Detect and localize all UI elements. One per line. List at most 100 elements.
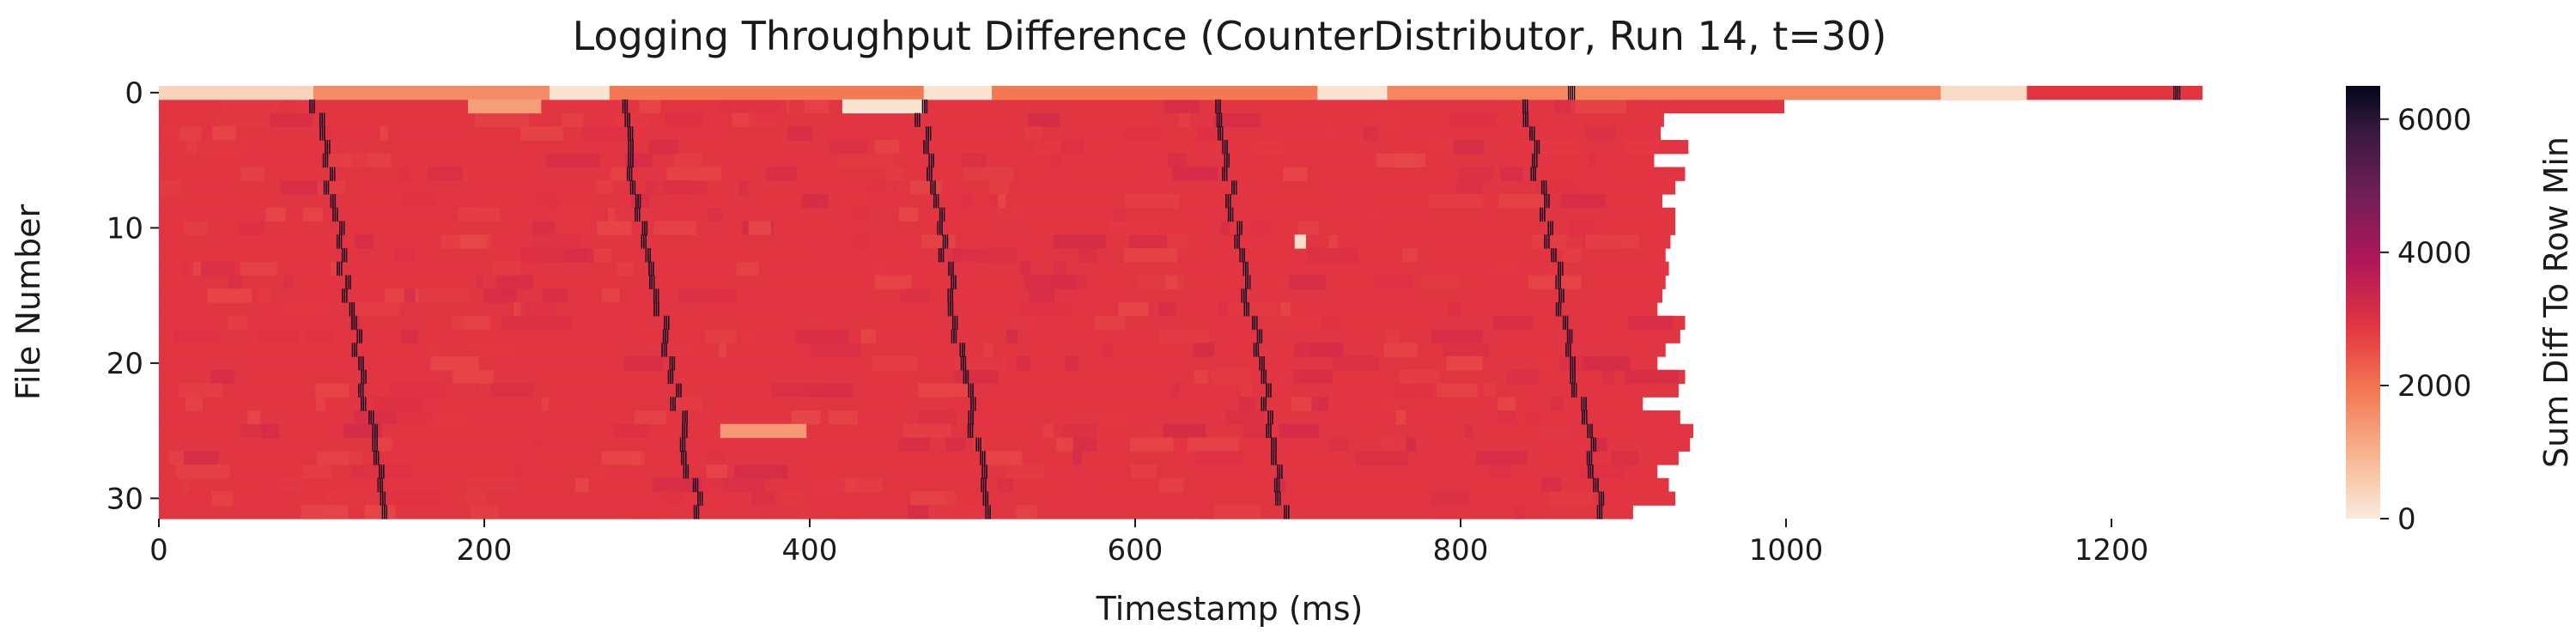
heatmap-spike: [951, 329, 953, 343]
heatmap-spike: [356, 329, 358, 343]
heatmap-cell: [1494, 261, 1518, 276]
heatmap-cell: [1453, 140, 1485, 155]
heatmap-spike: [943, 207, 945, 222]
heatmap-spike: [1217, 99, 1219, 114]
heatmap-cell: [1072, 451, 1082, 465]
heatmap-cell: [1611, 451, 1639, 465]
heatmap-cell: [1028, 112, 1060, 127]
heatmap-cell: [1385, 329, 1400, 343]
heatmap-spike: [1568, 86, 1570, 100]
heatmap-spike: [340, 261, 343, 276]
heatmap-cell: [1043, 423, 1054, 439]
heatmap-cell: [1165, 275, 1178, 289]
heatmap-cell: [634, 410, 667, 425]
heatmap-spike: [346, 289, 348, 303]
heatmap-spike: [374, 437, 376, 452]
heatmap-spike: [1245, 275, 1247, 289]
heatmap-spike: [925, 140, 927, 155]
heatmap-spike: [663, 343, 665, 357]
heatmap-cell: [997, 477, 1014, 493]
heatmap-cell: [302, 505, 323, 519]
heatmap-spike: [1562, 261, 1564, 276]
heatmap-cell: [1293, 343, 1326, 357]
heatmap-cell: [1562, 248, 1582, 263]
heatmap-cell: [1329, 437, 1349, 452]
heatmap-spike: [341, 248, 343, 263]
heatmap-spike: [376, 437, 378, 452]
heatmap-cell: [951, 397, 990, 411]
heatmap-spike: [1548, 194, 1550, 209]
heatmap-spike: [325, 153, 326, 168]
heatmap-spike: [699, 491, 702, 506]
heatmap-low-block: [159, 86, 314, 100]
heatmap-cell: [1431, 491, 1469, 506]
heatmap-cell: [1369, 207, 1379, 222]
heatmap-cell: [1006, 465, 1044, 479]
heatmap-spike: [1256, 329, 1259, 343]
heatmap-cell: [1514, 369, 1523, 385]
heatmap-spike: [1531, 126, 1534, 141]
heatmap-spike: [325, 140, 326, 155]
heatmap-cell: [771, 383, 826, 398]
heatmap-spike: [372, 437, 374, 452]
heatmap-cell: [789, 99, 805, 114]
heatmap-spike: [665, 343, 667, 357]
heatmap-spike: [928, 167, 931, 181]
heatmap-spike: [969, 383, 972, 398]
x-axis: 0 200 400 600 800 1000 1200: [149, 519, 2148, 568]
heatmap-cell: [581, 126, 632, 141]
heatmap-spike: [683, 465, 685, 479]
heatmap-cell: [1395, 410, 1406, 425]
heatmap-cell: [386, 491, 440, 506]
heatmap-low-block: [1941, 86, 2027, 100]
heatmap-spike: [649, 275, 651, 289]
heatmap-cell: [954, 369, 999, 385]
heatmap-cell: [956, 261, 976, 276]
heatmap-spike: [1285, 505, 1288, 519]
heatmap-spike: [947, 289, 949, 303]
heatmap-cell: [1628, 315, 1674, 331]
heatmap-cell: [211, 491, 233, 506]
heatmap-spike: [343, 221, 345, 235]
heatmap-spike: [651, 275, 653, 289]
heatmap-cell: [660, 491, 683, 506]
heatmap-cell: [227, 315, 247, 331]
heatmap-spike: [682, 423, 683, 439]
heatmap-spike: [929, 126, 932, 141]
heatmap-cell: [1370, 112, 1403, 127]
heatmap-spike: [1219, 126, 1221, 141]
heatmap-spike: [939, 207, 941, 222]
heatmap-spike: [676, 383, 677, 398]
heatmap-cell: [364, 505, 396, 519]
heatmap-spike: [1261, 356, 1263, 371]
heatmap-spike: [629, 167, 630, 181]
heatmap-low-block: [1317, 86, 1388, 100]
x-tick-label: 600: [1108, 533, 1163, 568]
heatmap-low-block: [609, 86, 924, 100]
heatmap-cell: [283, 275, 294, 289]
heatmap-cell: [1194, 451, 1243, 465]
heatmap-spike: [1288, 505, 1290, 519]
heatmap-row-23: [159, 397, 1643, 411]
heatmap-cell: [929, 505, 981, 519]
heatmap-cell: [986, 451, 1023, 465]
heatmap-cell: [1159, 477, 1184, 493]
heatmap-spike: [942, 234, 945, 249]
heatmap-spike: [1219, 99, 1221, 114]
heatmap-cell: [398, 167, 410, 181]
heatmap-spike: [373, 451, 375, 465]
heatmap-cell: [1238, 397, 1256, 411]
heatmap-spike: [358, 383, 360, 398]
heatmap-spike: [1236, 221, 1238, 235]
heatmap-spike: [1245, 261, 1247, 276]
heatmap-cell: [1498, 397, 1516, 411]
heatmap-spike: [626, 167, 629, 181]
heatmap-cell: [541, 397, 549, 411]
heatmap-spike: [1534, 140, 1536, 155]
x-tick-label: 200: [457, 533, 513, 568]
heatmap-cell: [1019, 261, 1031, 276]
heatmap-spike: [1545, 180, 1547, 195]
heatmap-spike: [1222, 140, 1224, 155]
heatmap-cell: [1159, 329, 1209, 343]
heatmap-spike: [1567, 343, 1570, 357]
